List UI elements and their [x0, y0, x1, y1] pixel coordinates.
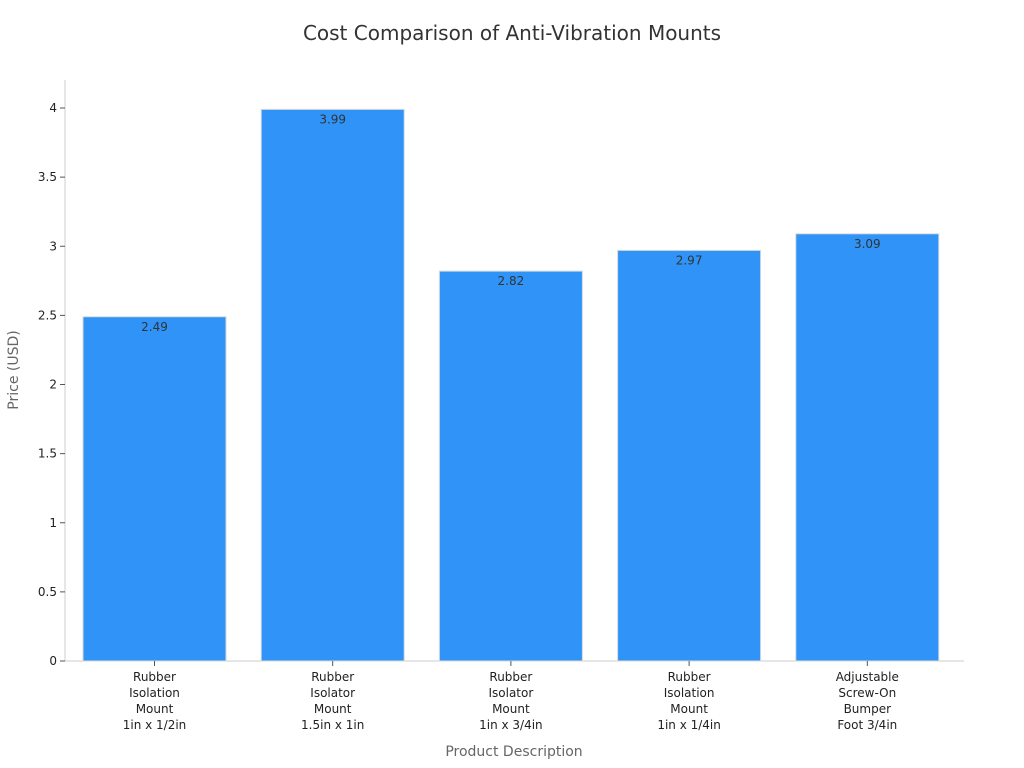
y-tick-label: 0 [49, 654, 57, 668]
x-tick-label: Bumper [844, 702, 892, 716]
x-tick-label: 1in x 1/2in [123, 718, 187, 732]
x-tick-label: Isolator [310, 686, 355, 700]
bar-value-label: 3.99 [319, 112, 346, 126]
y-tick-label: 1 [49, 516, 57, 530]
x-tick-label: Isolation [664, 686, 715, 700]
plot-area: 0 0.5 1 1.5 2 2.5 3 3.5 4 2.49 Rubber Isolation Moun… [38, 80, 964, 732]
bar-value-label: 2.82 [498, 274, 525, 288]
x-tick-label: Isolator [488, 686, 533, 700]
bar-value-label: 2.97 [676, 253, 703, 267]
y-tick-label: 0.5 [38, 585, 57, 599]
bar [82, 316, 227, 662]
x-tick-label: 1.5in x 1in [301, 718, 364, 732]
y-axis-title: Price (USD) [6, 330, 22, 409]
x-tick-label: Mount [314, 702, 352, 716]
bar [617, 249, 762, 662]
bar [795, 233, 940, 662]
x-tick-label: Foot 3/4in [837, 718, 897, 732]
bar [260, 108, 405, 662]
bar-value-label: 3.09 [854, 237, 881, 251]
x-tick-label: Adjustable [836, 670, 899, 684]
y-tick-label: 1.5 [38, 447, 57, 461]
x-tick-label: Mount [136, 702, 174, 716]
x-tick-label: Rubber [133, 670, 176, 684]
x-tick-label: Rubber [489, 670, 532, 684]
x-tick-label: Mount [670, 702, 708, 716]
x-tick-label: Rubber [668, 670, 711, 684]
x-axis-title: Product Description [445, 744, 582, 760]
y-tick-label: 3 [49, 239, 57, 253]
y-tick-label: 2 [49, 378, 57, 392]
bar [438, 270, 583, 662]
y-tick-label: 3.5 [38, 170, 57, 184]
x-tick-label: 1in x 1/4in [657, 718, 721, 732]
x-tick-label: Rubber [311, 670, 354, 684]
y-tick-label: 4 [49, 101, 57, 115]
chart-title: Cost Comparison of Anti-Vibration Mounts [303, 21, 721, 45]
bar-value-label: 2.49 [141, 320, 168, 334]
x-tick-label: Isolation [129, 686, 180, 700]
y-tick-label: 2.5 [38, 308, 57, 322]
x-tick-label: Mount [492, 702, 530, 716]
x-tick-label: Screw-On [838, 686, 896, 700]
x-tick-label: 1in x 3/4in [479, 718, 543, 732]
